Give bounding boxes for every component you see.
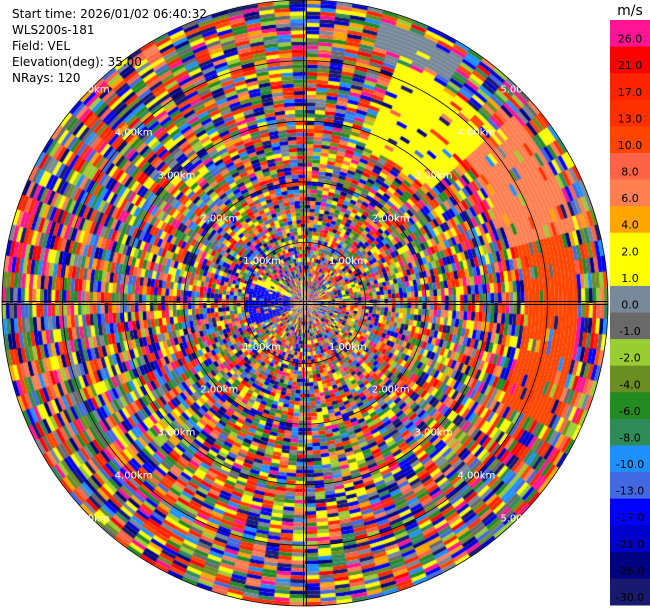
range-ring-label: 3.00km [415,170,453,181]
elevation-label: Elevation(deg): 35.00 [12,55,142,69]
range-ring-label: 5.00km [500,513,538,524]
colorbar-tick-label: 8.0 [621,166,639,179]
nrays-label: NRays: 120 [12,71,81,85]
range-ring-label: 4.00km [115,128,153,139]
range-ring-5 [1,0,609,607]
colorbar-tick-label: 2.0 [621,245,639,258]
range-ring-2 [183,181,427,425]
range-ring-label: 1.00km [329,256,367,267]
colorbar-swatch [610,365,650,393]
colorbar-tick-label: -10.0 [616,458,644,471]
colorbar-tick-label: -8.0 [619,431,640,444]
colorbar-swatch [610,73,650,101]
colorbar-swatch [610,179,650,207]
range-ring-3 [122,120,488,486]
colorbar-swatch [610,259,650,287]
colorbar-tick-label: 0.0 [621,299,639,312]
colorbar-tick-label: 1.0 [621,272,639,285]
colorbar-tick-label: 6.0 [621,192,639,205]
colorbar-tick-label: 21.0 [618,59,643,72]
colorbar-swatch [610,152,650,181]
range-ring-label: 5.00km [72,513,110,524]
colorbar-tick-label: -13.0 [616,485,644,498]
range-ring-label: 3.00km [415,428,453,439]
colorbar-swatch [610,126,650,154]
colorbar-swatch [610,472,650,500]
colorbar-swatch [610,578,650,606]
range-ring-1 [243,241,366,364]
colorbar-swatch [610,551,650,579]
range-ring-label: 3.00km [158,170,196,181]
colorbar-tick-label: -6.0 [619,405,640,418]
ppi-velocity-plot [0,0,610,610]
colorbar-swatch [610,285,650,313]
colorbar-tick-label: 13.0 [618,112,643,125]
range-ring-label: 5.00km [500,85,538,96]
colorbar-swatch [610,339,650,367]
range-ring-4 [62,60,548,546]
instrument-label: WLS200s-181 [12,23,95,37]
colorbar-unit: m/s [617,3,643,19]
range-ring-label: 2.00km [372,385,410,396]
range-ring-label: 4.00km [457,128,495,139]
field-label: Field: VEL [12,39,71,53]
colorbar-tick-label: -1.0 [619,325,640,338]
start-time-label: Start time: 2026/01/02 06:40:32 [12,7,207,21]
colorbar-swatch [610,99,650,127]
colorbar-tick-label: 26.0 [618,33,643,46]
colorbar-tick-label: -26.0 [616,564,644,577]
velocity-colorbar: m/s 26.0 21.0 17.0 13.0 10.0 8.0 6.0 4.0 2.0 1.0 0.… [610,3,650,606]
colorbar-swatch [610,20,650,48]
range-ring-overlay: 1.00km 1.00km 1.00km 1.00km 2.00km 2.00km 2.00… [1,0,609,607]
colorbar-tick-label: -2.0 [619,352,640,365]
colorbar-tick-label: 10.0 [618,139,643,152]
range-ring-label: 2.00km [200,213,238,224]
colorbar-swatch [610,206,650,234]
range-ring-label: 3.00km [158,428,196,439]
range-ring-label: 1.00km [329,342,367,353]
colorbar-tick-label: -21.0 [616,538,644,551]
range-ring-label: 2.00km [372,213,410,224]
colorbar-tick-label: 17.0 [618,86,643,99]
colorbar-swatch [610,232,650,260]
colorbar-tick-label: -17.0 [616,511,644,524]
range-ring-label: 1.00km [243,256,281,267]
colorbar-swatch [610,392,650,420]
range-ring-label: 2.00km [200,385,238,396]
colorbar-swatch [610,46,650,74]
range-ring-label: 4.00km [115,470,153,481]
colorbar-swatch [610,525,650,553]
colorbar-tick-label: -4.0 [619,378,640,391]
range-ring-label: 4.00km [457,470,495,481]
range-ring-label: 5.00km [72,85,110,96]
colorbar-tick-label: 4.0 [621,219,639,232]
colorbar-swatch [610,498,650,526]
colorbar-tick-label: -30.0 [616,591,644,604]
range-ring-label: 1.00km [243,342,281,353]
colorbar-swatch [610,445,650,473]
colorbar-swatch [610,418,650,446]
colorbar-swatch [610,312,650,340]
